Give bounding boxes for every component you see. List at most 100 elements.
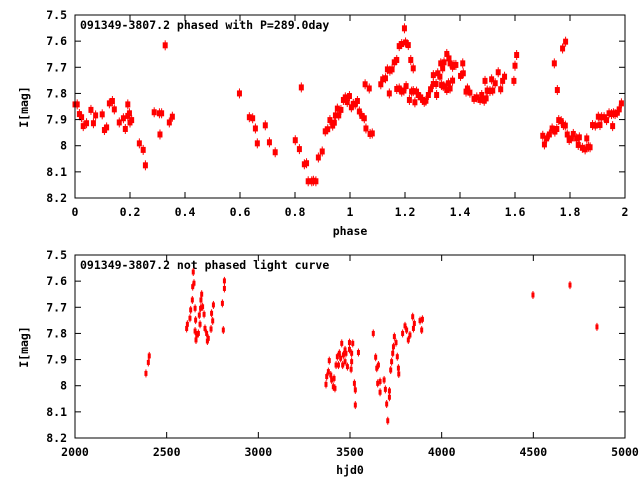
point-marker (196, 330, 200, 336)
point-marker (544, 135, 550, 142)
point-marker (442, 83, 448, 90)
data-point (90, 118, 96, 129)
point-marker (412, 99, 418, 106)
point-marker (403, 39, 409, 46)
data-point (334, 361, 338, 370)
point-marker (406, 337, 410, 343)
data-point (74, 99, 80, 110)
point-marker (246, 114, 252, 121)
point-marker (467, 89, 473, 96)
point-marker (411, 325, 415, 331)
data-point (597, 120, 603, 131)
data-point (471, 93, 477, 104)
point-marker (395, 354, 399, 360)
point-marker (254, 140, 260, 147)
point-marker (575, 141, 581, 148)
point-marker (562, 122, 568, 129)
point-marker (412, 320, 416, 326)
data-point (140, 144, 146, 155)
point-marker (305, 178, 311, 185)
data-point (604, 115, 610, 126)
x-tick-label: 1.4 (450, 205, 471, 219)
data-point (345, 362, 349, 371)
point-marker (330, 377, 334, 383)
point-marker (361, 115, 367, 122)
point-marker (482, 77, 488, 84)
point-marker (453, 61, 459, 68)
point-marker (262, 122, 268, 129)
y-tick-label: 7.7 (46, 300, 67, 314)
data-point (386, 416, 390, 425)
point-marker (199, 297, 203, 303)
data-point (198, 320, 202, 329)
point-marker (396, 365, 400, 371)
point-marker (558, 118, 564, 125)
point-marker (106, 100, 112, 107)
data-point (482, 75, 488, 86)
data-point (375, 364, 379, 373)
point-marker (487, 88, 493, 95)
point-marker (190, 297, 194, 303)
point-marker (147, 353, 151, 359)
point-marker (597, 122, 603, 129)
data-point (315, 152, 321, 163)
data-point (146, 358, 150, 367)
data-point (560, 43, 566, 54)
data-point (210, 309, 214, 318)
data-point (437, 71, 443, 82)
y-tick-label: 8.2 (46, 431, 67, 445)
point-marker (194, 337, 198, 343)
data-point (353, 401, 357, 410)
data-point (129, 115, 135, 126)
point-marker (378, 379, 382, 385)
data-point (319, 146, 325, 157)
data-point (498, 84, 504, 95)
y-tick-label: 8 (60, 139, 67, 153)
data-point (79, 112, 85, 123)
data-point (157, 129, 163, 140)
point-marker (349, 366, 353, 372)
point-marker (74, 101, 80, 108)
x-tick-label: 0.4 (175, 205, 196, 219)
point-marker (437, 73, 443, 80)
point-marker (157, 131, 163, 138)
data-point (438, 58, 444, 69)
x-tick-label: 4500 (519, 445, 547, 459)
data-point (193, 327, 197, 336)
data-point (262, 120, 268, 131)
point-marker (474, 94, 480, 101)
point-marker (386, 90, 392, 97)
point-marker (350, 359, 354, 365)
chart-title: 091349-3807.2 phased with P=289.0day (80, 18, 329, 32)
point-marker (375, 365, 379, 371)
data-point (341, 361, 345, 370)
point-marker (142, 162, 148, 169)
point-marker (185, 321, 189, 327)
data-point (191, 267, 195, 276)
point-marker (490, 87, 496, 94)
data-point (334, 103, 340, 114)
point-marker (199, 305, 203, 311)
point-marker (93, 112, 99, 119)
data-point (408, 54, 414, 65)
point-marker (392, 334, 396, 340)
data-point (350, 349, 354, 358)
point-marker (498, 86, 504, 93)
point-marker (222, 278, 226, 284)
point-marker (595, 324, 599, 330)
data-point (99, 109, 105, 120)
data-point (492, 78, 498, 89)
point-marker (347, 340, 351, 346)
data-point (387, 393, 391, 402)
data-point (194, 335, 198, 344)
point-marker (541, 141, 547, 148)
data-point (254, 138, 260, 149)
x-tick-label: 5000 (611, 445, 639, 459)
point-marker (79, 114, 85, 121)
data-points (72, 23, 624, 187)
point-marker (340, 340, 344, 346)
data-point (250, 113, 256, 124)
y-tick-label: 7.8 (46, 326, 67, 340)
data-point (610, 121, 616, 132)
point-marker (447, 60, 453, 67)
